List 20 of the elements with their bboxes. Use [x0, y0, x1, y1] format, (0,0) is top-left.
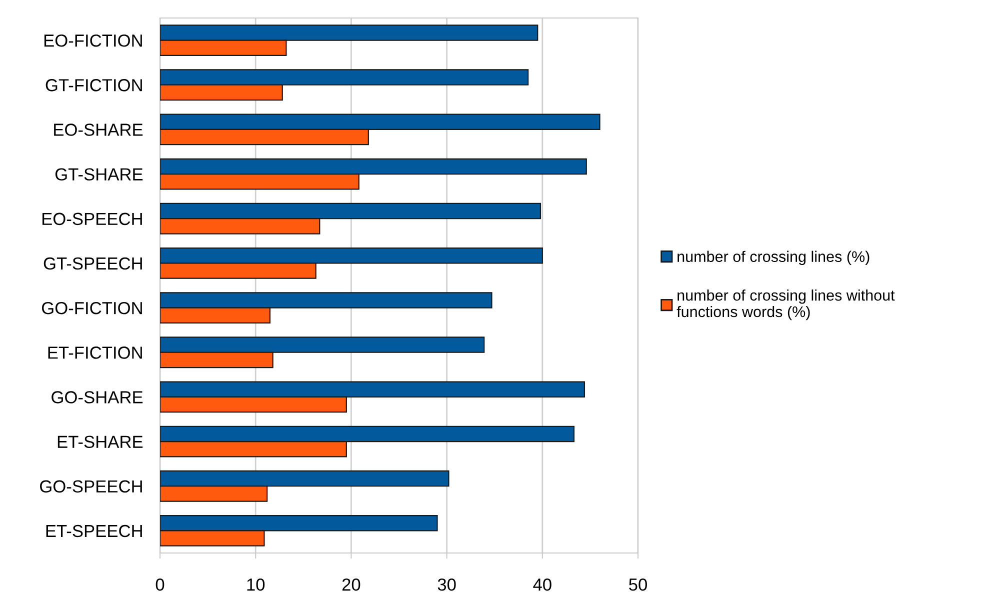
- x-tick-label: 50: [629, 578, 647, 591]
- y-tick-label: EO-SHARE: [54, 124, 143, 136]
- y-tick-label: GO-FICTION: [42, 302, 142, 314]
- y-tick-label: ET-FICTION: [48, 346, 142, 359]
- y-tick-label: GO-SHARE: [52, 391, 143, 404]
- y-tick-label: GT-FICTION: [46, 79, 142, 92]
- y-tick-label: EO-SPEECH: [42, 212, 142, 226]
- x-tick-label: 30: [438, 578, 456, 591]
- legend-label: number of crossing lines (%): [678, 250, 870, 266]
- y-tick-label: EO-FICTION: [44, 34, 142, 47]
- x-tick-label: 10: [247, 578, 265, 591]
- x-tick-label: 40: [533, 578, 552, 591]
- legend-label: number of crossing lines without functions words (%): [676, 289, 895, 320]
- y-tick-label: GO-SPEECH: [40, 480, 142, 493]
- y-tick-label: ET-SPEECH: [46, 524, 142, 538]
- y-tick-label: GT-SHARE: [55, 168, 143, 181]
- y-tick-label: GT-SPEECH: [44, 257, 142, 270]
- y-tick-label: ET-SHARE: [58, 436, 143, 448]
- x-tick-label: 0: [156, 578, 164, 591]
- x-tick-label: 20: [342, 578, 360, 591]
